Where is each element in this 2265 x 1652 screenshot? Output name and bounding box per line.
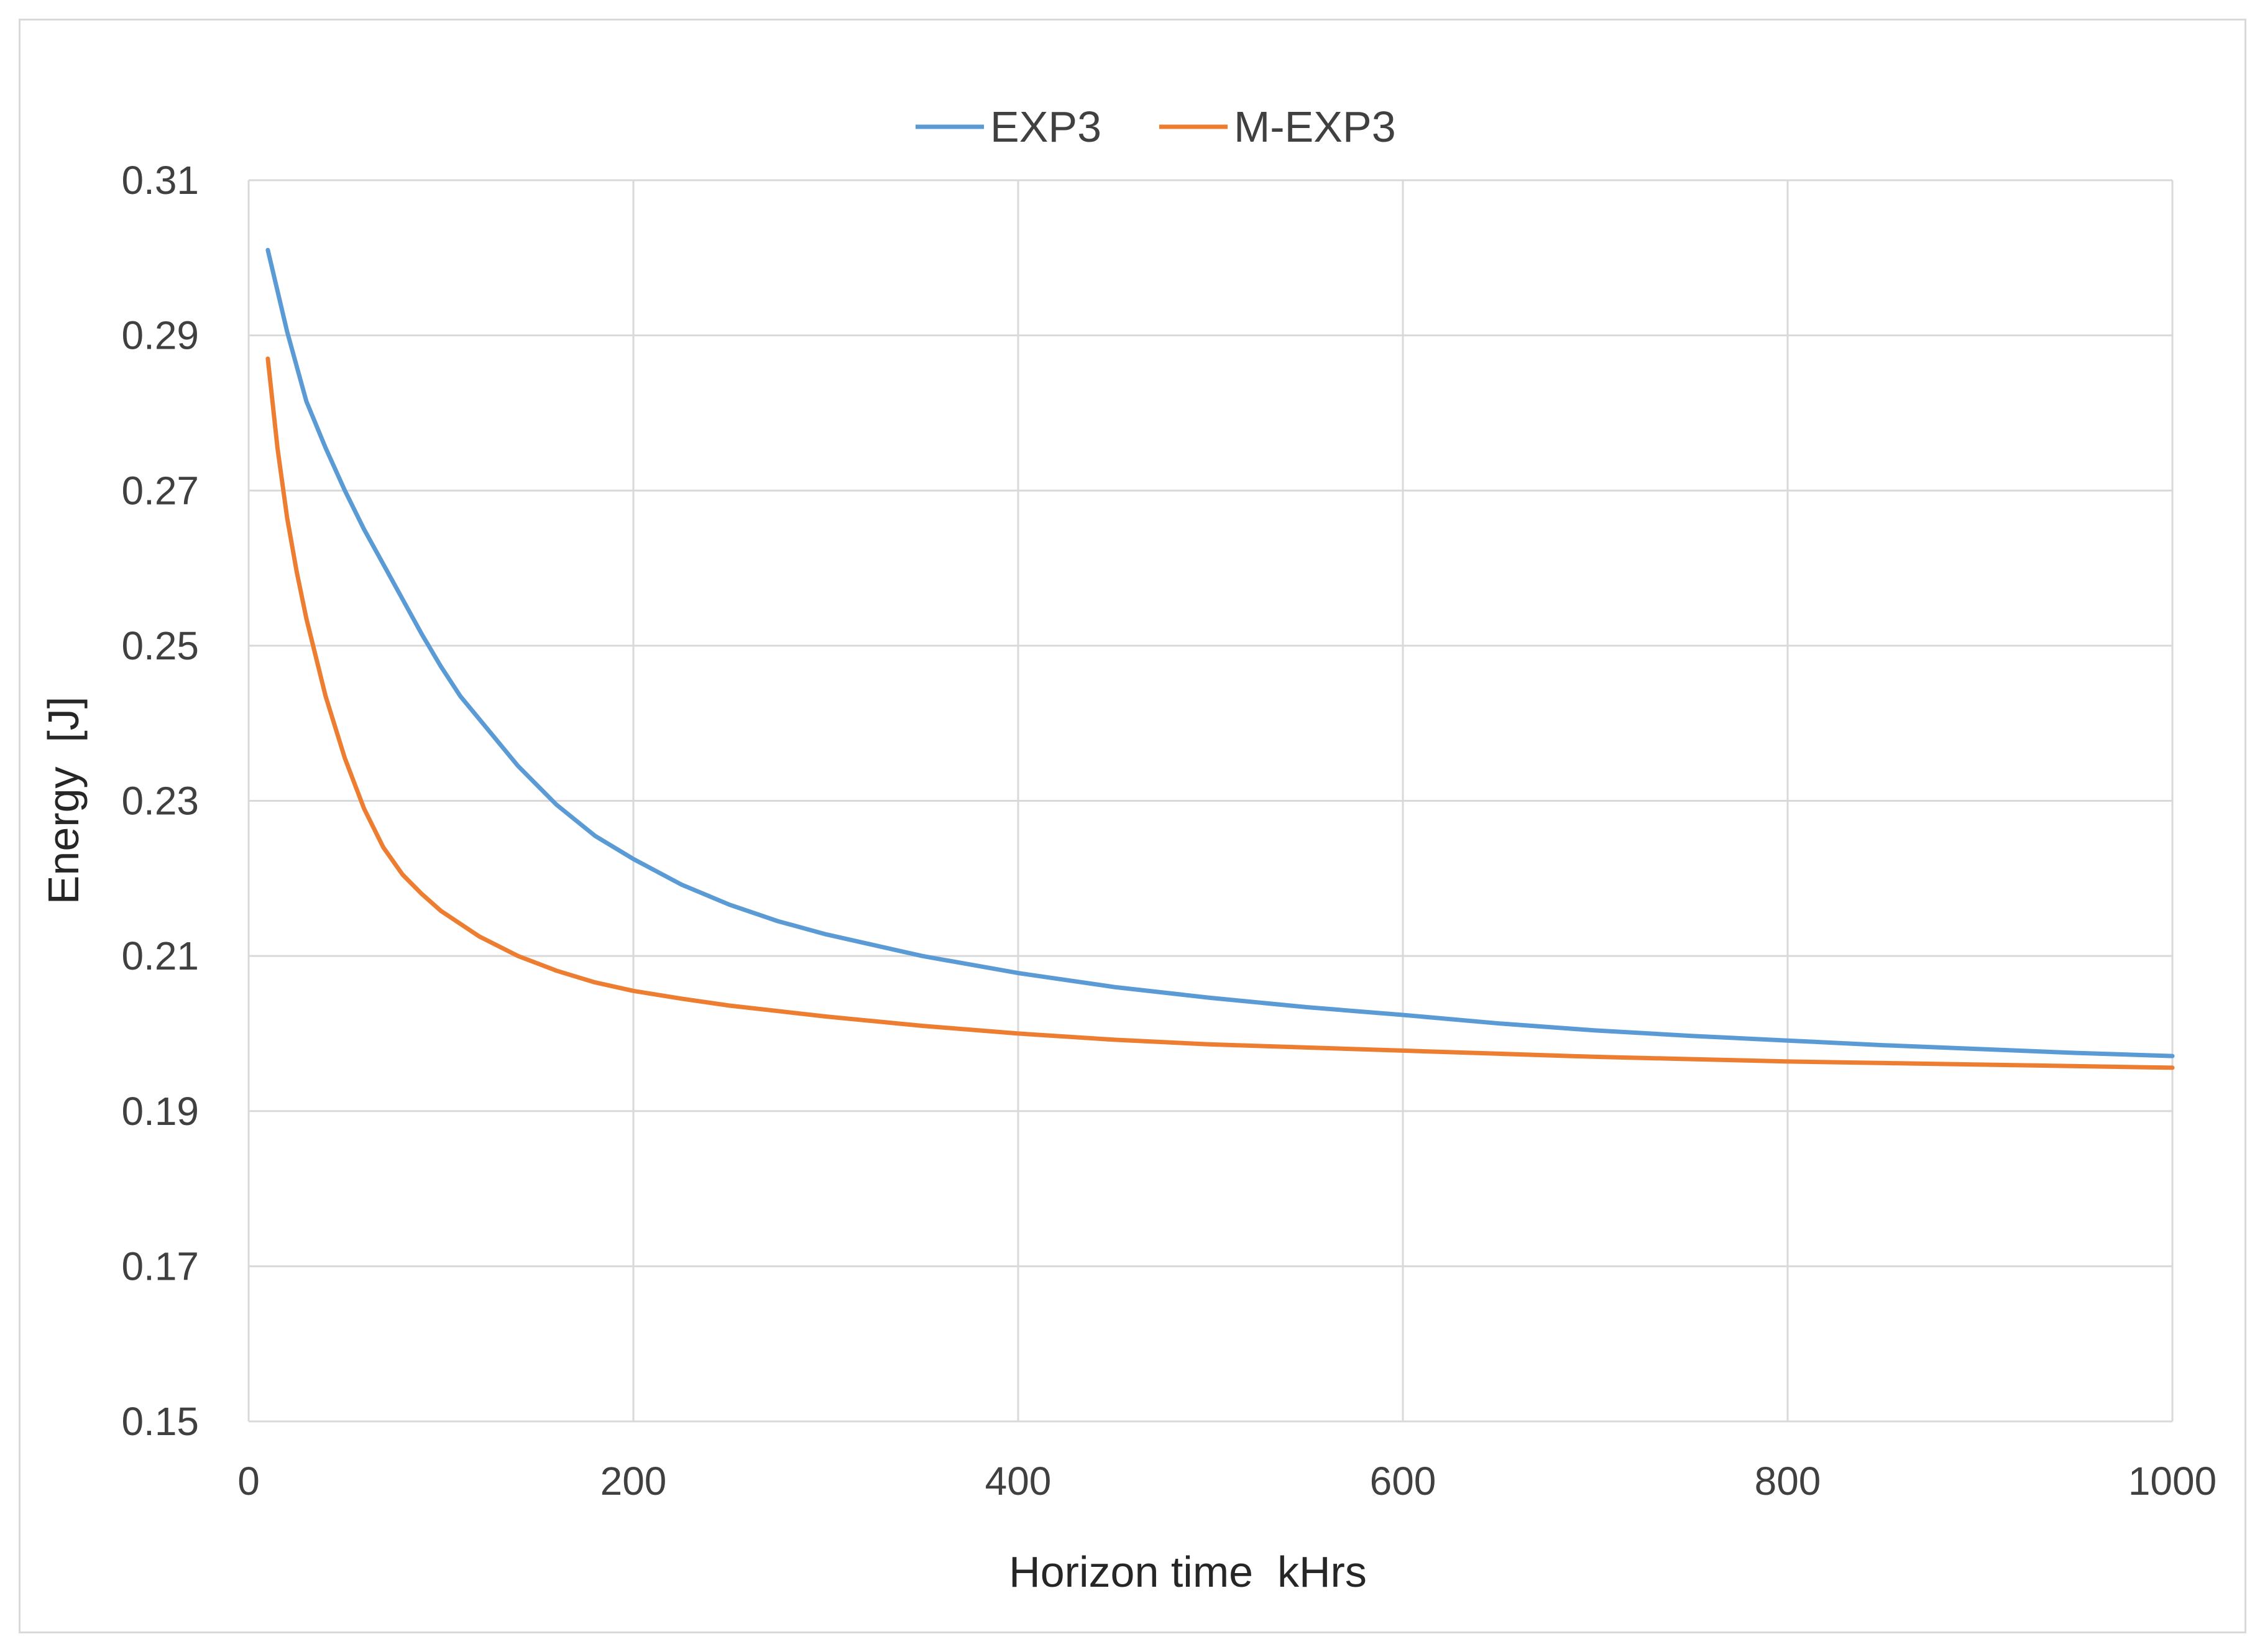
series-line-m-exp3 [265, 356, 2175, 1070]
x-tick-label: 1000 [2128, 1459, 2217, 1503]
chart-frame [19, 19, 2246, 1633]
y-tick-label: 0.25 [121, 623, 199, 668]
legend: EXP3 M-EXP3 [916, 103, 1396, 151]
y-axis-title: Energy [J] [39, 697, 88, 905]
y-tick-label: 0.21 [121, 934, 199, 978]
x-tick-label: 0 [237, 1459, 260, 1503]
series-lines [265, 247, 2175, 1070]
x-axis-tick-labels: 0 200 400 600 800 1000 [237, 1459, 2217, 1503]
gridlines [247, 179, 2174, 1423]
series-line-exp3 [265, 247, 2175, 1058]
x-tick-label: 800 [1755, 1459, 1821, 1503]
y-tick-label: 0.17 [121, 1244, 199, 1288]
x-tick-label: 400 [985, 1459, 1052, 1503]
legend-label-exp3: EXP3 [990, 103, 1101, 151]
y-tick-label: 0.27 [121, 468, 199, 513]
y-tick-label: 0.15 [121, 1399, 199, 1444]
x-tick-label: 200 [600, 1459, 667, 1503]
legend-label-m-exp3: M-EXP3 [1234, 103, 1396, 151]
x-axis-title: Horizon time kHrs [1009, 1548, 1367, 1596]
y-tick-label: 0.19 [121, 1089, 199, 1134]
y-tick-label: 0.31 [121, 158, 199, 203]
x-tick-label: 600 [1370, 1459, 1436, 1503]
y-tick-label: 0.23 [121, 779, 199, 824]
y-tick-label: 0.29 [121, 313, 199, 358]
y-axis-tick-labels: 0.15 0.17 0.19 0.21 0.23 0.25 0.27 0.29 0.31 [121, 158, 199, 1444]
